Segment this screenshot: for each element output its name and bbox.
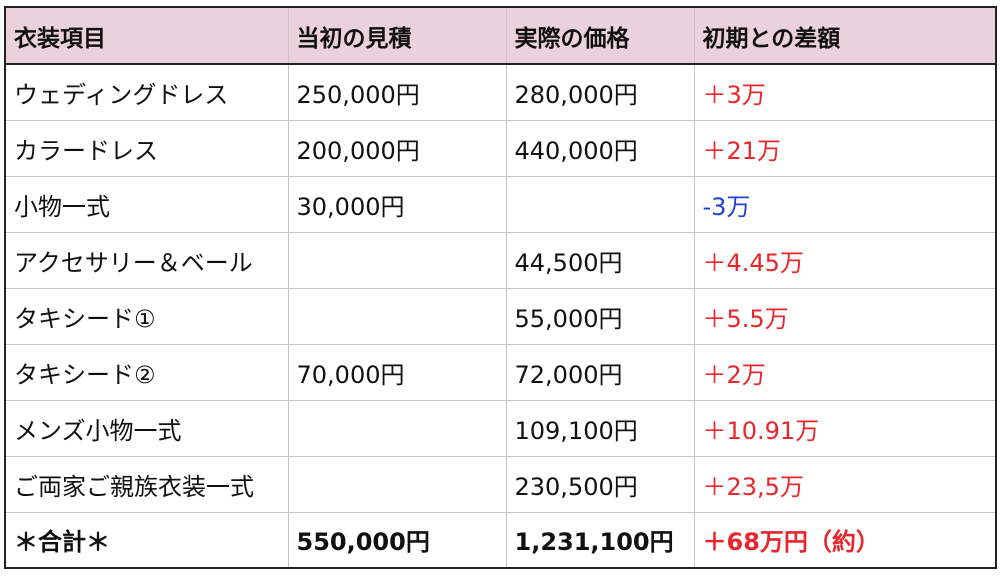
cell-difference: ＋2万 [693, 343, 997, 401]
cell-actual: 44,500円 [505, 231, 695, 289]
cell-item: ご両家ご親族衣装一式 [4, 455, 289, 513]
cell-estimate: 250,000円 [287, 63, 507, 121]
cell-actual [505, 175, 695, 233]
total-difference: ＋68万円（約） [693, 511, 997, 569]
table-row: タキシード② 70,000円 72,000円 ＋2万 [4, 343, 997, 401]
cell-actual: 230,500円 [505, 455, 695, 513]
cell-item: タキシード① [4, 287, 289, 345]
cell-difference: ＋4.45万 [693, 231, 997, 289]
cell-item: タキシード② [4, 343, 289, 401]
total-row: ＊合計＊ 550,000円 1,231,100円 ＋68万円（約） [4, 511, 997, 569]
table-row: ウェディングドレス 250,000円 280,000円 ＋3万 [4, 63, 997, 121]
table-row: アクセサリー＆ベール 44,500円 ＋4.45万 [4, 231, 997, 289]
table-row: タキシード① 55,000円 ＋5.5万 [4, 287, 997, 345]
header-item: 衣装項目 [4, 6, 289, 65]
header-difference: 初期との差額 [693, 6, 997, 65]
header-estimate: 当初の見積 [287, 6, 507, 65]
table-row: ご両家ご親族衣装一式 230,500円 ＋23,5万 [4, 455, 997, 513]
total-label: ＊合計＊ [4, 511, 289, 569]
cell-difference: ＋10.91万 [693, 399, 997, 457]
cell-difference: ＋3万 [693, 63, 997, 121]
cell-actual: 109,100円 [505, 399, 695, 457]
cell-item: カラードレス [4, 119, 289, 177]
cell-actual: 280,000円 [505, 63, 695, 121]
table-row: メンズ小物一式 109,100円 ＋10.91万 [4, 399, 997, 457]
cell-estimate: 30,000円 [287, 175, 507, 233]
table-row: カラードレス 200,000円 440,000円 ＋21万 [4, 119, 997, 177]
cell-actual: 55,000円 [505, 287, 695, 345]
total-actual: 1,231,100円 [505, 511, 695, 569]
header-actual: 実際の価格 [505, 6, 695, 65]
cell-difference: -3万 [693, 175, 997, 233]
cell-item: アクセサリー＆ベール [4, 231, 289, 289]
cell-actual: 72,000円 [505, 343, 695, 401]
cell-difference: ＋5.5万 [693, 287, 997, 345]
cell-estimate [287, 231, 507, 289]
cell-item: 小物一式 [4, 175, 289, 233]
cell-item: ウェディングドレス [4, 63, 289, 121]
cell-difference: ＋21万 [693, 119, 997, 177]
total-estimate: 550,000円 [287, 511, 507, 569]
costume-cost-table: 衣装項目 当初の見積 実際の価格 初期との差額 ウェディングドレス 250,00… [4, 6, 997, 569]
cell-estimate: 70,000円 [287, 343, 507, 401]
cell-estimate [287, 399, 507, 457]
cell-estimate: 200,000円 [287, 119, 507, 177]
table-header-row: 衣装項目 当初の見積 実際の価格 初期との差額 [4, 6, 997, 65]
cell-actual: 440,000円 [505, 119, 695, 177]
cost-table-container: 衣装項目 当初の見積 実際の価格 初期との差額 ウェディングドレス 250,00… [4, 6, 997, 569]
table-row: 小物一式 30,000円 -3万 [4, 175, 997, 233]
cell-difference: ＋23,5万 [693, 455, 997, 513]
cell-estimate [287, 287, 507, 345]
cell-item: メンズ小物一式 [4, 399, 289, 457]
cell-estimate [287, 455, 507, 513]
